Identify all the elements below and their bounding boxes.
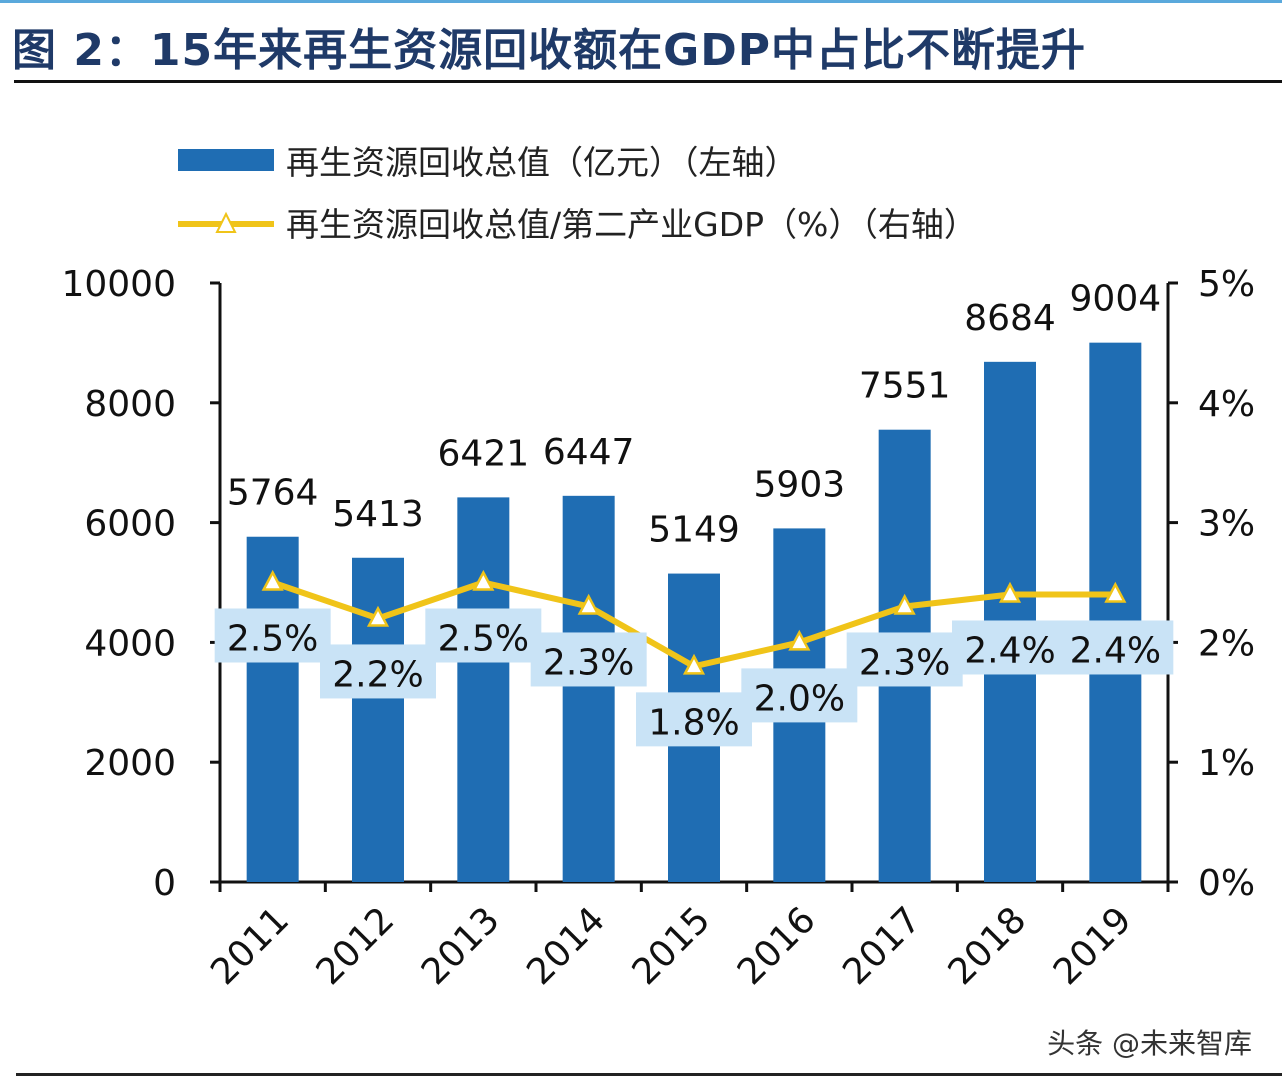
top-border bbox=[0, 0, 1282, 3]
legend-line-label: 再生资源回收总值/第二产业GDP（%）（右轴） bbox=[286, 205, 977, 244]
x-tick-label: 2013 bbox=[414, 899, 508, 993]
bar-value-label: 5903 bbox=[754, 464, 846, 505]
line-label-bg bbox=[320, 644, 436, 699]
bar-value-label: 6421 bbox=[438, 433, 530, 474]
bar-value-label: 8684 bbox=[964, 298, 1056, 339]
legend-bar-swatch bbox=[178, 149, 274, 171]
bar-value-label: 5149 bbox=[648, 510, 740, 551]
line-value-label: 2.0% bbox=[754, 678, 845, 719]
line-marker-2019 bbox=[1104, 581, 1127, 603]
bar-2019 bbox=[1089, 342, 1142, 882]
line-marker-2017 bbox=[893, 593, 916, 615]
line-label-bg bbox=[1057, 620, 1174, 675]
line-value-label: 2.2% bbox=[332, 654, 423, 695]
line-label-bg bbox=[636, 692, 752, 747]
line-label-bg bbox=[741, 668, 858, 723]
left-tick-label: 4000 bbox=[84, 623, 176, 664]
line-label-bg bbox=[846, 632, 963, 687]
x-tick-label: 2018 bbox=[941, 899, 1035, 993]
legend-line-swatch bbox=[178, 211, 274, 233]
line-marker-2016 bbox=[788, 629, 811, 651]
bottom-divider bbox=[16, 1073, 1282, 1076]
line-label-bg bbox=[214, 608, 331, 663]
left-tick-label: 10000 bbox=[61, 264, 176, 305]
line-value-label: 1.8% bbox=[648, 702, 739, 743]
line-value-label: 2.3% bbox=[859, 642, 950, 683]
right-tick-label: 0% bbox=[1198, 863, 1255, 904]
line-value-label: 2.3% bbox=[543, 642, 634, 683]
line-value-label: 2.5% bbox=[227, 619, 318, 660]
right-tick-label: 5% bbox=[1198, 264, 1255, 305]
line-label-bg bbox=[425, 608, 542, 663]
line-value-label: 2.5% bbox=[438, 619, 529, 660]
line-marker-2018 bbox=[998, 581, 1022, 603]
line-label-bg bbox=[530, 632, 647, 687]
bar-2014 bbox=[562, 495, 615, 882]
chart-title: 图 2：15年来再生资源回收额在GDP中占比不断提升 bbox=[12, 25, 1087, 76]
bar-value-label: 5764 bbox=[227, 473, 319, 514]
line-marker-2013 bbox=[472, 569, 495, 591]
x-tick-label: 2016 bbox=[730, 899, 824, 993]
right-tick-label: 3% bbox=[1198, 504, 1255, 545]
line-value-label: 2.4% bbox=[1070, 630, 1161, 671]
x-tick-label: 2019 bbox=[1046, 899, 1140, 993]
x-tick-label: 2015 bbox=[625, 899, 719, 993]
line-marker-2014 bbox=[577, 593, 600, 615]
bar-value-label: 9004 bbox=[1070, 279, 1162, 320]
right-tick-label: 1% bbox=[1198, 743, 1255, 784]
right-tick-label: 2% bbox=[1198, 623, 1255, 664]
line-marker-2012 bbox=[366, 605, 390, 627]
legend-item-line: 再生资源回收总值/第二产业GDP（%）（右轴） bbox=[178, 198, 977, 246]
legend-item-bar: 再生资源回收总值（亿元）（左轴） bbox=[178, 136, 798, 184]
left-tick-label: 2000 bbox=[84, 743, 176, 784]
line-value-label: 2.4% bbox=[964, 630, 1055, 671]
legend-bar-label: 再生资源回收总值（亿元）（左轴） bbox=[286, 143, 798, 182]
x-tick-label: 2011 bbox=[203, 899, 297, 993]
line-marker-2011 bbox=[261, 569, 284, 591]
left-tick-label: 0 bbox=[153, 863, 176, 904]
bar-2013 bbox=[457, 497, 510, 882]
bar-2011 bbox=[246, 536, 299, 882]
bar-value-label: 5413 bbox=[332, 494, 424, 535]
x-tick-label: 2012 bbox=[309, 899, 403, 993]
x-tick-label: 2017 bbox=[835, 899, 929, 993]
title-divider bbox=[14, 80, 1282, 83]
bar-value-label: 6447 bbox=[543, 432, 635, 473]
bar-value-label: 7551 bbox=[859, 366, 951, 407]
left-tick-label: 8000 bbox=[84, 384, 176, 425]
line-label-bg bbox=[952, 620, 1068, 675]
watermark: 头条 @未来智库 bbox=[1047, 1027, 1252, 1060]
x-tick-label: 2014 bbox=[519, 899, 613, 993]
line-marker-2015 bbox=[682, 653, 706, 675]
right-tick-label: 4% bbox=[1198, 384, 1255, 425]
left-tick-label: 6000 bbox=[84, 504, 176, 545]
